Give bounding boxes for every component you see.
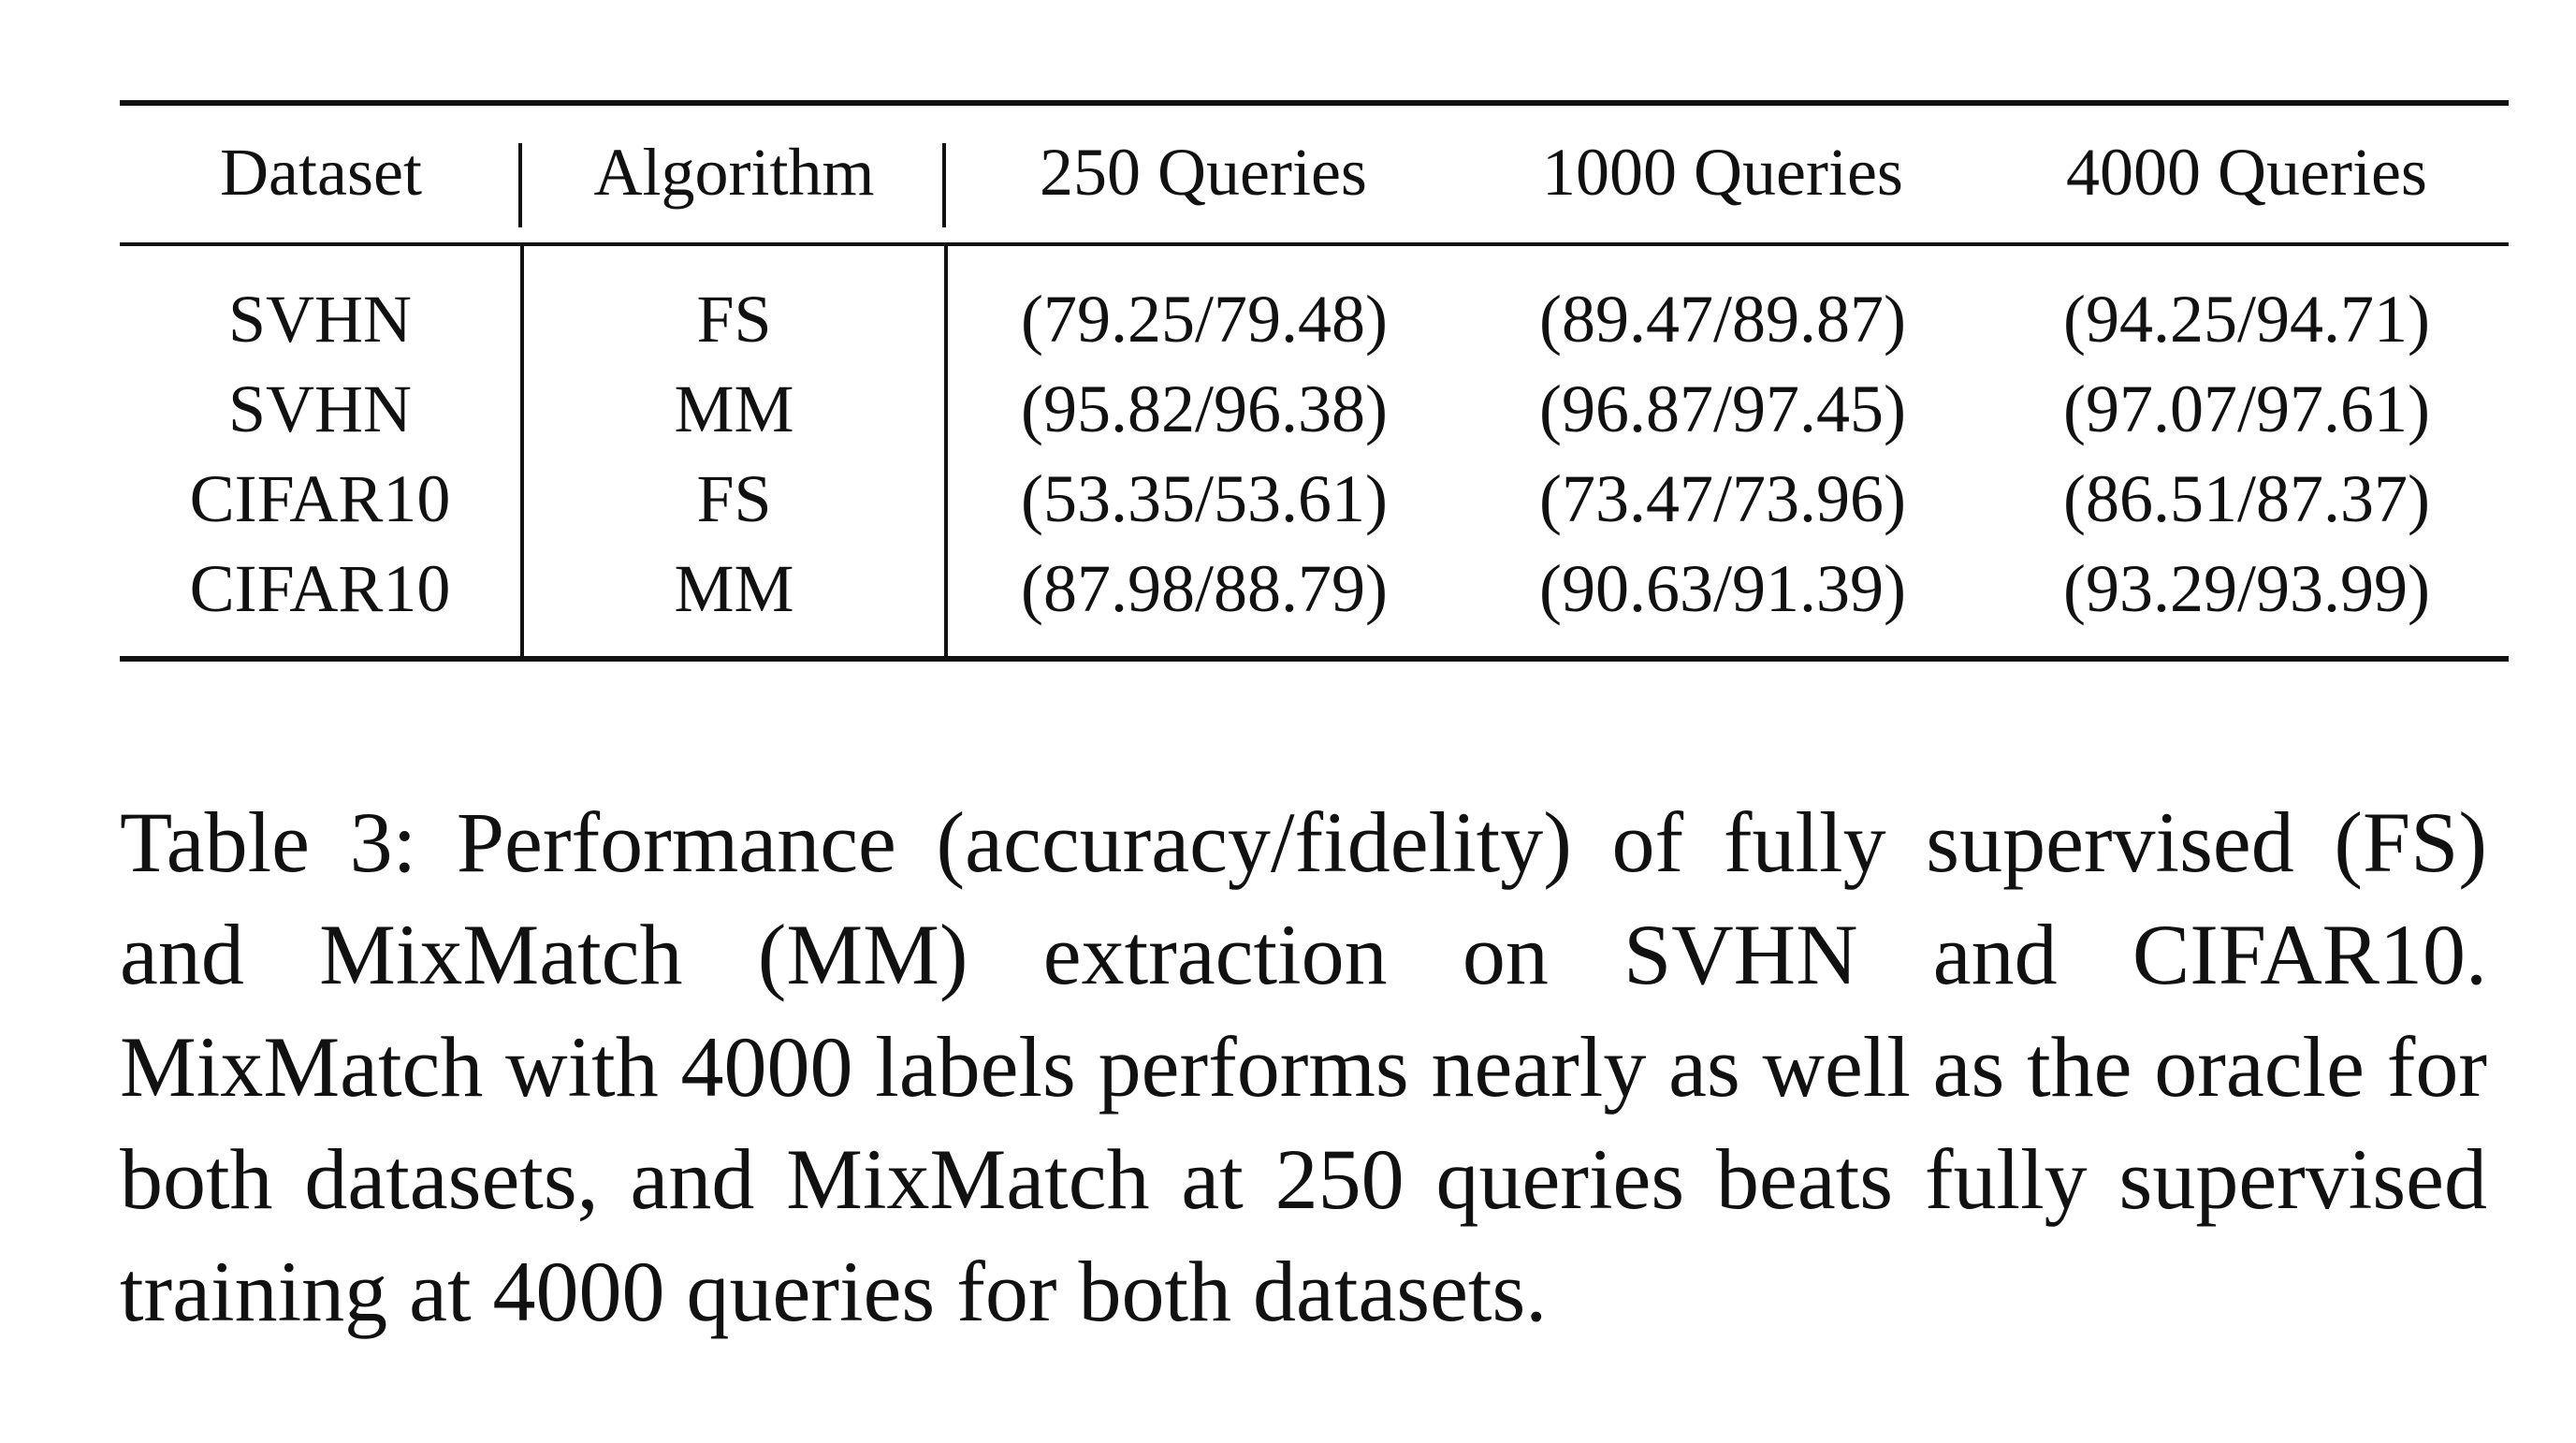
header-algorithm: Algorithm (522, 106, 946, 242)
mid-rule (120, 242, 2509, 246)
cell-algorithm: MM (522, 364, 948, 454)
top-rule (120, 100, 2509, 106)
cell-1000: (96.87/97.45) (1539, 372, 1906, 446)
cell-250: (79.25/79.48) (1021, 282, 1388, 357)
table-row: CIFAR10 FS (53.35/53.61) (73.47/73.96) (… (120, 454, 2509, 544)
cell-algorithm: MM (522, 544, 948, 656)
header-250-queries: 250 Queries (1040, 134, 1367, 210)
cell-250: (53.35/53.61) (1021, 461, 1388, 536)
results-table-block: Dataset Algorithm 250 Queries 1000 Queri… (120, 100, 2509, 662)
header-1000-queries: 1000 Queries (1542, 134, 1903, 210)
table-row: SVHN FS (79.25/79.48) (89.47/89.87) (94.… (120, 246, 2509, 364)
cell-dataset: CIFAR10 (120, 454, 524, 544)
cell-dataset: SVHN (120, 364, 524, 454)
cell-4000: (86.51/87.37) (2063, 461, 2430, 536)
cell-algorithm: FS (522, 246, 948, 364)
table-row: CIFAR10 MM (87.98/88.79) (90.63/91.39) (… (120, 544, 2509, 656)
cell-4000: (97.07/97.61) (2063, 372, 2430, 446)
cell-dataset: CIFAR10 (120, 544, 524, 656)
cell-4000: (94.25/94.71) (2063, 282, 2430, 357)
cell-4000: (93.29/93.99) (2063, 551, 2430, 626)
cell-dataset: SVHN (120, 246, 524, 364)
results-table-body: SVHN FS (79.25/79.48) (89.47/89.87) (94.… (120, 246, 2511, 656)
header-4000-queries: 4000 Queries (2066, 134, 2427, 210)
cell-250: (95.82/96.38) (1021, 372, 1388, 446)
table-row: SVHN MM (95.82/96.38) (96.87/97.45) (97.… (120, 364, 2509, 454)
bottom-rule (120, 656, 2509, 662)
cell-1000: (90.63/91.39) (1539, 551, 1906, 626)
header-row: Dataset Algorithm 250 Queries 1000 Queri… (120, 106, 2509, 242)
cell-250: (87.98/88.79) (1021, 551, 1388, 626)
results-table: Dataset Algorithm 250 Queries 1000 Queri… (120, 106, 2509, 242)
cell-algorithm: FS (522, 454, 948, 544)
cell-1000: (73.47/73.96) (1539, 461, 1906, 536)
cell-1000: (89.47/89.87) (1539, 282, 1906, 357)
table-caption: Table 3: Performance (accuracy/fidelity)… (120, 794, 2487, 1339)
header-dataset: Dataset (120, 106, 522, 242)
